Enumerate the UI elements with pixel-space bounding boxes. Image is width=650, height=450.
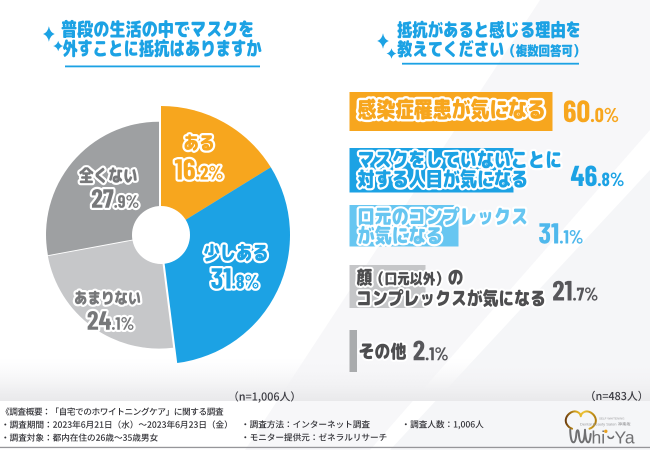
svg-text:Ya: Ya [615,428,635,448]
svg-text:hi: hi [592,428,606,448]
svg-text:SELF WHITENING: SELF WHITENING [599,417,625,421]
svg-text:Dental Beauty Salon: Dental Beauty Salon [580,422,616,427]
